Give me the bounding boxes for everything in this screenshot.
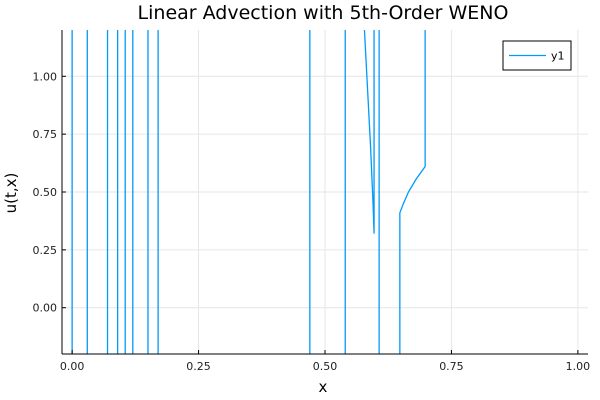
series-line-segment bbox=[399, 30, 426, 354]
y-tick-label: 1.00 bbox=[33, 70, 58, 83]
y-tick-label: 0.75 bbox=[33, 128, 58, 141]
y-tick-label: 0.25 bbox=[33, 244, 58, 257]
y-tick-label: 0.00 bbox=[33, 302, 58, 315]
series-layer bbox=[71, 30, 426, 354]
axes bbox=[61, 30, 588, 355]
chart-title: Linear Advection with 5th-Order WENO bbox=[138, 2, 509, 24]
y-axis-label: u(t,x) bbox=[2, 173, 20, 214]
x-tick-label: 0.00 bbox=[60, 360, 85, 373]
legend: y1 bbox=[502, 40, 572, 71]
tick-labels: 0.00 0.25 0.50 0.75 1.00 0.00 0.25 0.50 0.75 1.00 bbox=[33, 70, 591, 373]
x-tick-label: 0.50 bbox=[313, 360, 338, 373]
legend-label: y1 bbox=[551, 50, 565, 63]
y-tick-label: 0.50 bbox=[33, 186, 58, 199]
x-tick-label: 1.00 bbox=[566, 360, 591, 373]
series-line-segment bbox=[363, 30, 375, 234]
x-tick-label: 0.75 bbox=[439, 360, 464, 373]
x-tick-label: 0.25 bbox=[186, 360, 211, 373]
x-axis-label: x bbox=[319, 378, 328, 396]
grid bbox=[62, 30, 588, 354]
